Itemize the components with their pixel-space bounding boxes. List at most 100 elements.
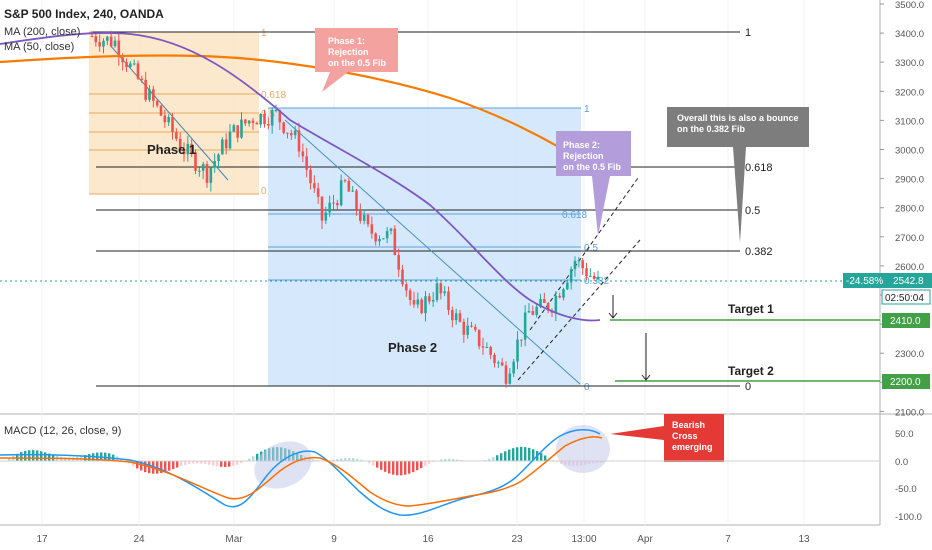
- macd-hist-bar: [544, 455, 547, 461]
- change-pct: -24.58%: [846, 276, 883, 287]
- time-tick-label: 23: [511, 534, 523, 545]
- candle-body: [339, 180, 343, 206]
- macd-hist-bar: [120, 458, 123, 461]
- macd-hist-bar: [224, 461, 227, 467]
- macd-hist-bar: [368, 461, 371, 464]
- candle-body: [182, 149, 186, 155]
- candle-body: [573, 260, 577, 270]
- target2-arrow: [641, 333, 651, 381]
- phase2-trendline: [284, 119, 581, 385]
- candle-body: [389, 228, 393, 231]
- candle-body: [290, 133, 293, 136]
- macd-hist-bar: [416, 461, 419, 471]
- macd-hist-bar: [252, 456, 255, 461]
- macd-hist-bar: [212, 461, 215, 466]
- macd-hist-bar: [24, 450, 27, 461]
- candle-body: [458, 313, 462, 322]
- candle-body: [370, 224, 374, 234]
- candle-body: [466, 325, 469, 335]
- macd-axis[interactable]: 50.0 0.0 -50.0 -100.0: [895, 429, 922, 523]
- candle-body: [201, 164, 205, 171]
- callout-phase2: Phase 2: Rejection on the 0.5 Fib: [556, 131, 631, 236]
- macd-hist-bar: [236, 461, 239, 465]
- macd-hist-bar: [332, 459, 335, 461]
- candle-body: [109, 36, 113, 47]
- candle-body: [132, 63, 136, 65]
- macd-hist-bar: [144, 461, 147, 473]
- candle-body: [175, 132, 178, 139]
- candle-body: [431, 299, 435, 302]
- ma50-legend[interactable]: MA (50, close): [4, 41, 74, 53]
- candle-body: [474, 326, 477, 330]
- macd-hist-bar: [412, 461, 415, 473]
- candle-body: [527, 311, 531, 313]
- macd-hist-bar: [160, 461, 163, 474]
- macd-tick-label: -100.0: [895, 512, 922, 523]
- callout-overall-line2: on the 0.382 Fib: [677, 124, 746, 134]
- time-tick-label: 17: [36, 534, 48, 545]
- candle-body: [447, 291, 450, 310]
- candle-body: [439, 283, 443, 294]
- candle-body: [247, 120, 251, 124]
- macd-hist-bar: [192, 461, 195, 464]
- time-tick-label: 16: [422, 534, 434, 545]
- macd-hist-bar: [420, 461, 423, 469]
- candle-body: [309, 169, 312, 184]
- macd-hist-bar: [204, 461, 207, 465]
- macd-hist-bar: [180, 461, 183, 467]
- phase2-label: Phase 2: [388, 340, 437, 355]
- countdown: 02:50:04: [885, 293, 924, 304]
- candles: [90, 30, 600, 388]
- fib-long-1-label: 1: [745, 27, 751, 39]
- macd-hist-bar: [504, 451, 507, 461]
- candle-body: [562, 289, 565, 298]
- candle-body: [401, 269, 404, 285]
- candle-body: [585, 268, 588, 277]
- macd-hist-bar: [360, 459, 363, 461]
- macd-hist-bar: [344, 458, 347, 461]
- candle-body: [554, 295, 558, 313]
- macd-hist-bar: [428, 461, 431, 464]
- target2-label: Target 2: [728, 364, 774, 378]
- candle-body: [155, 100, 159, 106]
- phase1-trendline: [109, 44, 229, 181]
- price-tick-label: 2600.0: [895, 262, 924, 273]
- macd-hist-bar: [444, 458, 447, 461]
- candle-body: [351, 190, 354, 192]
- target2-price-badge: [882, 374, 930, 389]
- macd-hist-bar: [20, 452, 23, 461]
- candle-body: [90, 36, 94, 38]
- candle-body: [224, 139, 228, 149]
- time-axis[interactable]: 17 24 Mar 9 16 23 13:00 Apr 7 13: [36, 534, 810, 545]
- candle-body: [481, 346, 485, 348]
- macd-hist-bar: [556, 461, 559, 463]
- candle-body: [589, 275, 592, 277]
- callout-macd-line3: emerging: [672, 442, 713, 452]
- candle-body: [263, 113, 266, 124]
- macd-hist-bar: [36, 450, 39, 461]
- fib-blue-0-label: 0: [584, 382, 590, 393]
- callout-phase1-line2: Rejection: [328, 47, 369, 57]
- candle-body: [535, 306, 538, 315]
- candle-body: [470, 325, 473, 327]
- macd-hist-bar: [184, 461, 187, 465]
- macd-hist-bar: [172, 461, 175, 470]
- candle-body: [313, 183, 316, 189]
- price-tick-label: 3400.0: [895, 29, 924, 40]
- time-tick-label: Mar: [225, 534, 243, 545]
- ma200-legend[interactable]: MA (200, close): [4, 26, 80, 38]
- ma50-line: [0, 32, 601, 322]
- macd-hist-bar: [372, 461, 375, 466]
- macd-hist-bar: [40, 451, 43, 461]
- candle-body: [129, 63, 132, 68]
- time-tick-label: Apr: [637, 534, 653, 545]
- macd-ellipse-2: [556, 425, 610, 473]
- callout-overall: Overall this is also a bounce on the 0.3…: [667, 107, 809, 243]
- countdown-badge: [881, 289, 931, 305]
- price-axis[interactable]: 3500.0 3400.0 3300.0 3200.0 3100.0 3000.0 2900…: [880, 0, 924, 418]
- macd-legend[interactable]: MACD (12, 26, close, 9): [4, 425, 121, 437]
- candle-body: [282, 122, 285, 133]
- fib-blue-1-label: 1: [584, 104, 590, 115]
- symbol-title[interactable]: S&P 500 Index, 240, OANDA: [4, 7, 164, 21]
